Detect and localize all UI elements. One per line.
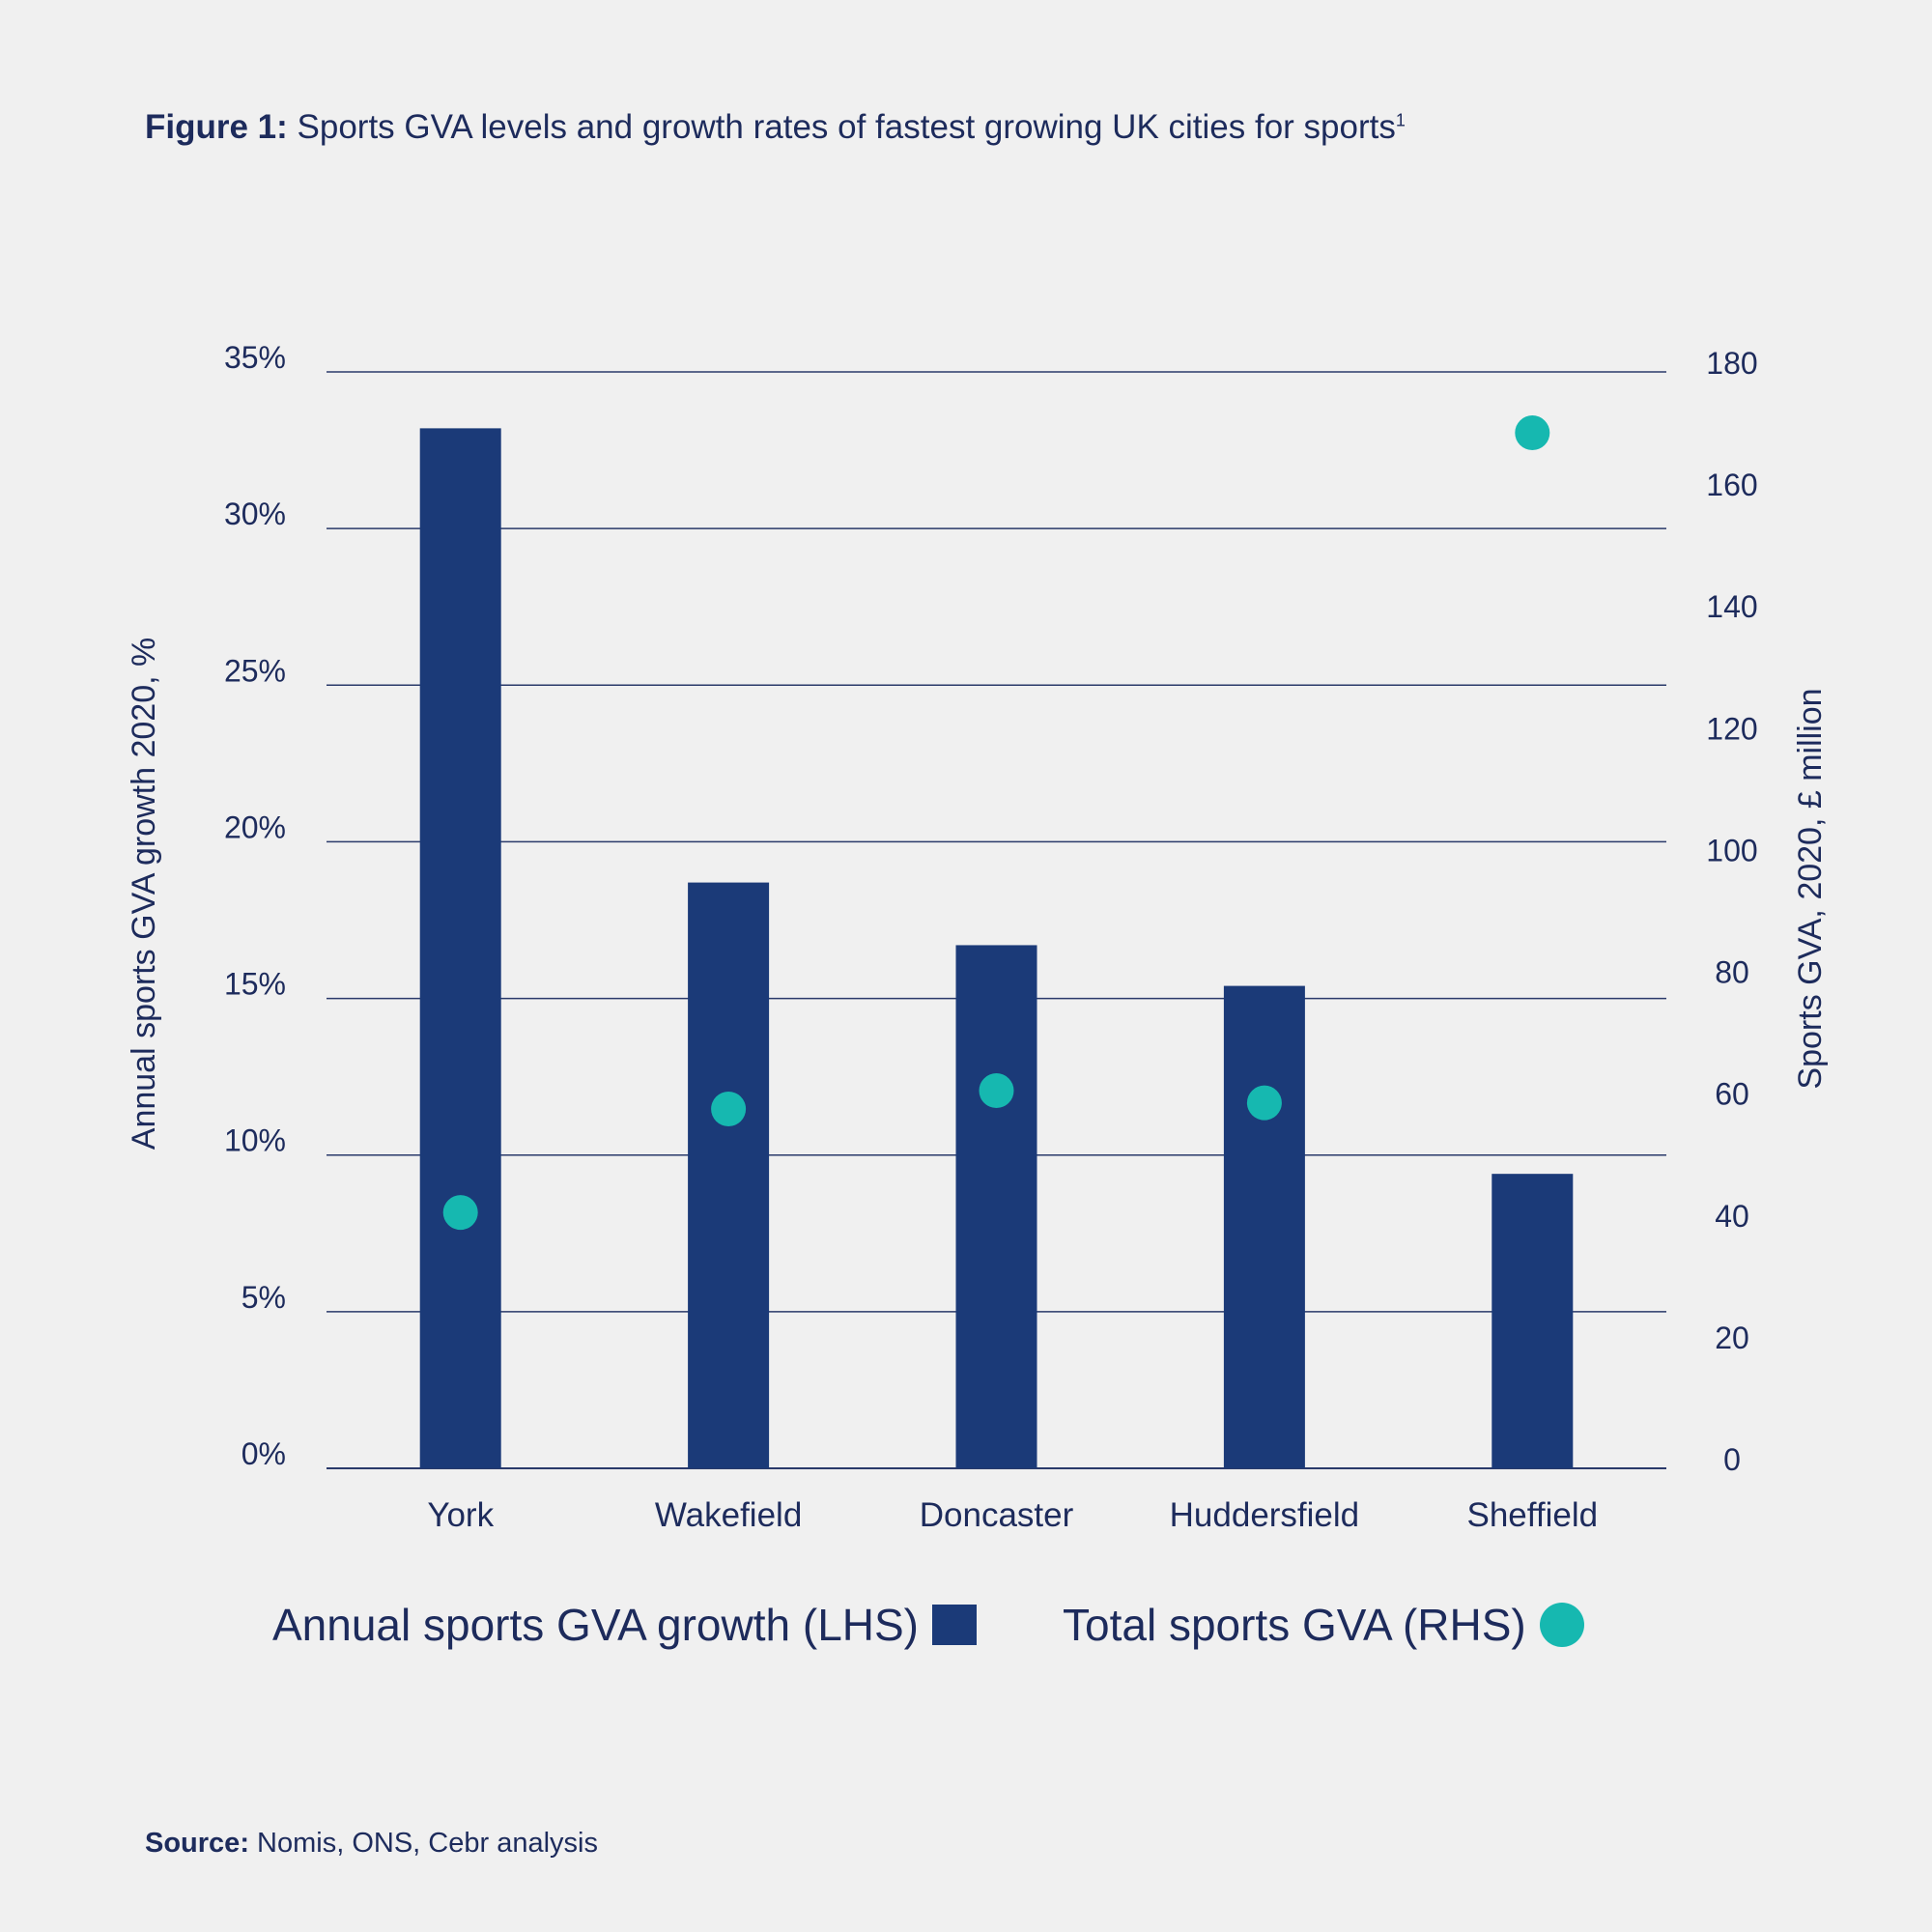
y-right-tick-labels: 0 20 40 60 80 100 120 140 160 180 xyxy=(1706,346,1757,1477)
bar-york xyxy=(419,428,501,1468)
legend-swatch-dot xyxy=(1539,1603,1584,1647)
dot-sheffield xyxy=(1515,415,1550,451)
figure-title: Figure 1: Sports GVA levels and growth r… xyxy=(145,108,1406,147)
y-right-tick-label: 20 xyxy=(1715,1321,1749,1355)
dot-wakefield xyxy=(711,1091,747,1126)
x-tick-label: Sheffield xyxy=(1467,1496,1599,1534)
footnote-mark: 1 xyxy=(1395,110,1406,130)
dot-doncaster xyxy=(979,1073,1014,1109)
bar-sheffield xyxy=(1492,1174,1574,1468)
x-tick-label: Doncaster xyxy=(920,1496,1074,1534)
bar-huddersfield xyxy=(1223,985,1305,1468)
source-text: Nomis, ONS, Cebr analysis xyxy=(248,1828,598,1859)
y-left-tick-labels: 0% 5% 10% 15% 20% 25% 30% 35% xyxy=(224,340,286,1471)
y-right-axis-label: Sports GVA, 2020, £ million xyxy=(1792,688,1829,1089)
y-right-tick-label: 40 xyxy=(1715,1199,1749,1234)
y-left-tick-label: 25% xyxy=(224,653,286,688)
y-left-tick-label: 10% xyxy=(224,1123,286,1158)
x-tick-label: York xyxy=(427,1496,494,1534)
y-right-tick-label: 160 xyxy=(1706,468,1757,502)
y-left-tick-label: 20% xyxy=(224,810,286,844)
y-left-tick-label: 15% xyxy=(224,967,286,1002)
figure-title-text: Sports GVA levels and growth rates of fa… xyxy=(287,108,1396,146)
x-tick-labels: York Wakefield Doncaster Huddersfield Sheffi… xyxy=(427,1496,1598,1534)
bars xyxy=(419,428,1574,1468)
legend-label-total: Total sports GVA (RHS) xyxy=(1063,1600,1526,1650)
y-left-tick-label: 35% xyxy=(224,340,286,375)
source-prefix: Source: xyxy=(145,1828,249,1859)
legend-item-total: Total sports GVA (RHS) xyxy=(1063,1599,1584,1651)
legend-label-growth: Annual sports GVA growth (LHS) xyxy=(272,1600,919,1650)
dot-huddersfield xyxy=(1246,1085,1282,1121)
bar-doncaster xyxy=(955,945,1037,1468)
legend-item-growth: Annual sports GVA growth (LHS) xyxy=(272,1599,977,1651)
y-right-tick-label: 120 xyxy=(1706,711,1757,746)
dots xyxy=(442,415,1550,1231)
bar-wakefield xyxy=(688,882,770,1468)
dot-york xyxy=(442,1195,478,1231)
y-left-tick-label: 5% xyxy=(242,1280,286,1315)
legend-swatch-bar xyxy=(932,1605,977,1645)
y-left-tick-label: 0% xyxy=(242,1436,286,1471)
y-right-tick-label: 180 xyxy=(1706,346,1757,381)
y-right-tick-label: 140 xyxy=(1706,589,1757,624)
source-note: Source: Nomis, ONS, Cebr analysis xyxy=(145,1828,598,1860)
y-left-axis-label: Annual sports GVA growth 2020, % xyxy=(126,638,162,1150)
y-left-tick-label: 30% xyxy=(224,497,286,531)
y-right-tick-label: 0 xyxy=(1723,1442,1741,1477)
legend: Annual sports GVA growth (LHS) Total spo… xyxy=(0,1599,1932,1661)
figure-title-prefix: Figure 1: xyxy=(145,108,288,146)
y-right-tick-label: 60 xyxy=(1715,1077,1749,1112)
y-right-tick-label: 100 xyxy=(1706,833,1757,867)
x-tick-label: Wakefield xyxy=(655,1496,802,1534)
y-right-tick-label: 80 xyxy=(1715,955,1749,990)
x-tick-label: Huddersfield xyxy=(1170,1496,1360,1534)
